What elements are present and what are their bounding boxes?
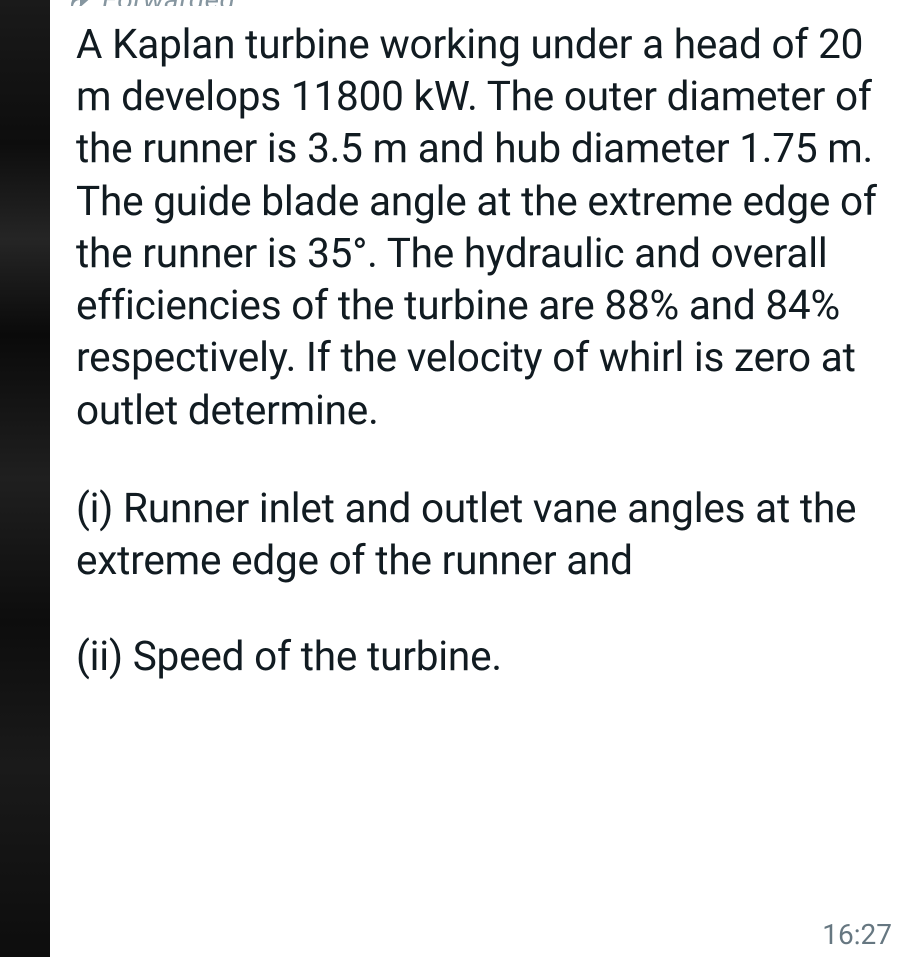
message-bubble[interactable]: Forwarded A Kaplan turbine working under… [50, 0, 910, 957]
forward-icon [70, 0, 94, 6]
problem-content: A Kaplan turbine working under a head of… [50, 6, 910, 683]
question-part-i: (i) Runner inlet and outlet vane angles … [76, 482, 886, 586]
question-part-ii: (ii) Speed of the turbine. [76, 630, 886, 682]
message-timestamp: 16:27 [822, 918, 892, 951]
problem-statement: A Kaplan turbine working under a head of… [76, 18, 886, 436]
forwarded-label: Forwarded [102, 0, 235, 6]
chat-background-strip [0, 0, 50, 957]
